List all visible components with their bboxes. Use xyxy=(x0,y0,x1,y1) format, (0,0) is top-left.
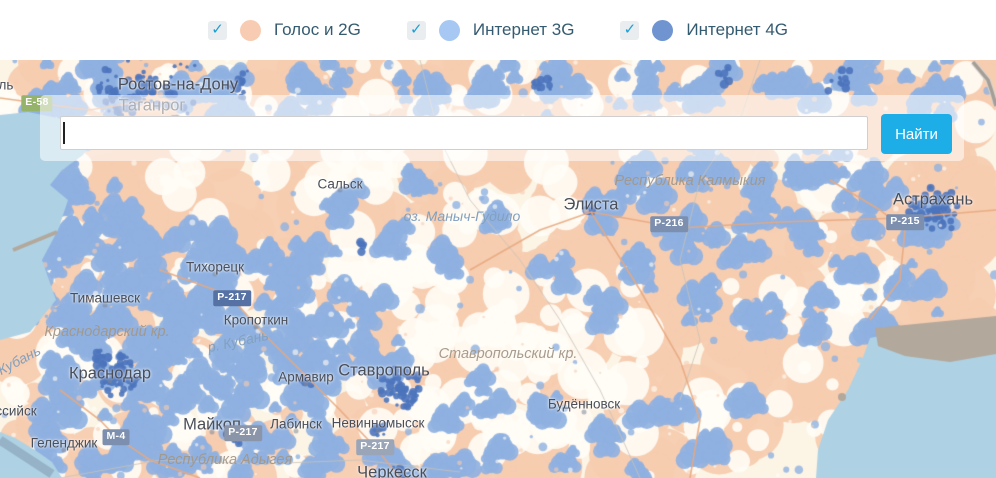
legend-label-2g: Голос и 2G xyxy=(274,20,361,39)
coverage-map[interactable]: Ростов-на-ДонуТаганрогльСальскЭлистаАстр… xyxy=(0,60,996,478)
text-caret xyxy=(63,122,65,144)
legend-item-4g: ✓ Интернет 4G xyxy=(620,19,788,41)
search-input[interactable] xyxy=(60,116,868,150)
legend-item-2g: ✓ Голос и 2G xyxy=(208,19,361,41)
coverage-legend: ✓ Голос и 2G ✓ Интернет 3G ✓ Интернет 4G xyxy=(0,0,996,60)
coverage-3g-swatch xyxy=(438,19,460,41)
checkmark-icon: ✓ xyxy=(623,20,637,38)
checkmark-icon: ✓ xyxy=(410,20,423,38)
checkmark-icon: ✓ xyxy=(211,20,224,38)
legend-label-4g: Интернет 4G xyxy=(686,20,788,39)
legend-item-3g: ✓ Интернет 3G xyxy=(406,19,575,41)
legend-label-3g: Интернет 3G xyxy=(472,20,575,39)
search-button[interactable]: Найти xyxy=(881,114,952,154)
legend-checkbox-4g[interactable]: ✓ xyxy=(620,20,640,40)
legend-checkbox-3g[interactable]: ✓ xyxy=(406,20,426,40)
legend-checkbox-2g[interactable]: ✓ xyxy=(208,20,227,40)
coverage-4g-swatch xyxy=(652,19,674,41)
coverage-2g-swatch xyxy=(240,19,261,41)
